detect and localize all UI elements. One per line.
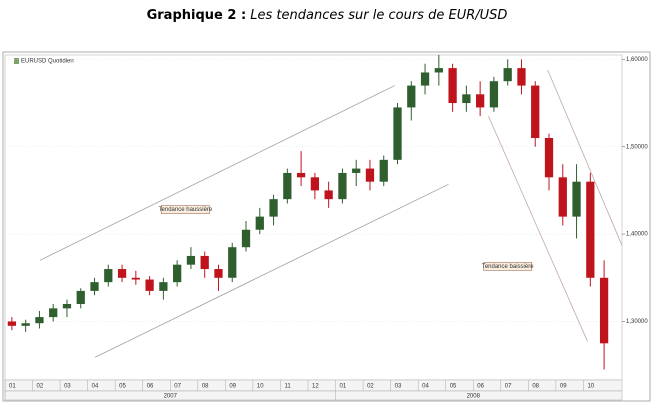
candle-body xyxy=(255,216,264,230)
candle-body xyxy=(62,303,72,309)
candle-body xyxy=(503,68,512,82)
candle-body xyxy=(145,279,154,291)
candle-body xyxy=(352,168,361,173)
x-tick-label: 02 xyxy=(367,384,374,390)
chart-title: Les tendances sur le cours de EUR/USD xyxy=(250,8,507,23)
candle-body xyxy=(296,172,306,178)
x-tick-label: 08 xyxy=(202,384,209,390)
candle-body xyxy=(517,68,526,86)
year-label: 2008 xyxy=(467,394,481,400)
candle-body xyxy=(117,269,127,278)
chart-frame xyxy=(2,51,651,402)
candle-body xyxy=(228,247,237,278)
y-tick-label: 1,30000 xyxy=(626,319,648,325)
candle-body xyxy=(159,282,168,291)
x-tick-label: 09 xyxy=(560,384,567,390)
y-tick-label: 1,50000 xyxy=(626,144,648,150)
x-tick-label: 10 xyxy=(587,384,594,390)
candle-body xyxy=(407,85,416,108)
x-tick-label: 02 xyxy=(37,384,44,390)
candle-body xyxy=(104,269,113,283)
x-tick-label: 08 xyxy=(532,384,539,390)
candle-body xyxy=(214,269,223,278)
candle-body xyxy=(462,94,471,104)
candle-body xyxy=(269,199,278,217)
chart-label: Graphique 2 : xyxy=(147,8,247,23)
candle-body xyxy=(531,85,540,138)
candle-body xyxy=(448,68,457,104)
x-tick-label: 04 xyxy=(92,384,99,390)
trend-line xyxy=(488,115,588,342)
x-tick-label: 11 xyxy=(284,384,291,390)
x-tick-label: 07 xyxy=(174,384,181,390)
annotation-box xyxy=(161,205,210,214)
annotation: Tendance haussière xyxy=(159,207,213,213)
candle-body xyxy=(365,168,375,182)
candle-body xyxy=(186,255,196,265)
candle-body xyxy=(379,159,388,182)
trend-line xyxy=(94,183,449,358)
candle-body xyxy=(393,107,402,160)
x-tick-label: 06 xyxy=(477,384,484,390)
instrument-icon xyxy=(14,58,19,64)
candle-body xyxy=(283,172,292,200)
year-label: 2007 xyxy=(164,394,178,400)
candle-body xyxy=(324,190,333,200)
x-tick-label: 04 xyxy=(422,384,429,390)
instrument-label: EURUSD Quotidien xyxy=(21,59,74,65)
candle-body xyxy=(586,181,595,278)
x-tick-label: 03 xyxy=(395,384,402,390)
year-band xyxy=(4,390,623,401)
candle-body xyxy=(49,308,58,318)
candle-body xyxy=(420,72,430,86)
trend-line xyxy=(547,69,623,246)
candle-body xyxy=(200,255,209,270)
x-tick-label: 10 xyxy=(257,384,264,390)
candle-body xyxy=(544,137,554,178)
candle-body xyxy=(338,172,347,200)
candle-body xyxy=(434,68,443,73)
candle-body xyxy=(90,282,99,291)
x-tick-label: 07 xyxy=(505,384,512,390)
candle-body xyxy=(173,264,182,283)
candle-body xyxy=(599,277,609,344)
x-tick-label: 05 xyxy=(450,384,457,390)
candle-body xyxy=(7,321,17,326)
annotation-box xyxy=(483,262,532,271)
candle-body xyxy=(572,181,581,217)
x-tick-label: 01 xyxy=(9,384,16,390)
chart-heading: Graphique 2 : Les tendances sur le cours… xyxy=(147,8,508,23)
candle-body xyxy=(131,277,140,280)
x-tick-label: 05 xyxy=(119,384,126,390)
candle-body xyxy=(35,317,44,324)
candle-body xyxy=(241,229,251,248)
candle-body xyxy=(76,290,85,304)
candle-body xyxy=(558,177,567,217)
x-tick-label: 09 xyxy=(229,384,236,390)
annotation: Tendance baissière xyxy=(482,264,534,270)
x-tick-label: 12 xyxy=(312,384,319,390)
x-tick-label: 06 xyxy=(147,384,154,390)
trend-line xyxy=(39,85,395,261)
candle-body xyxy=(489,81,499,108)
x-tick-label: 01 xyxy=(340,384,347,390)
candle-body xyxy=(476,94,485,108)
y-tick-label: 1,60000 xyxy=(626,57,648,63)
y-tick-label: 1,40000 xyxy=(626,232,648,238)
candle-body xyxy=(310,177,320,191)
candle-body xyxy=(21,323,30,326)
x-tick-label: 03 xyxy=(64,384,71,390)
